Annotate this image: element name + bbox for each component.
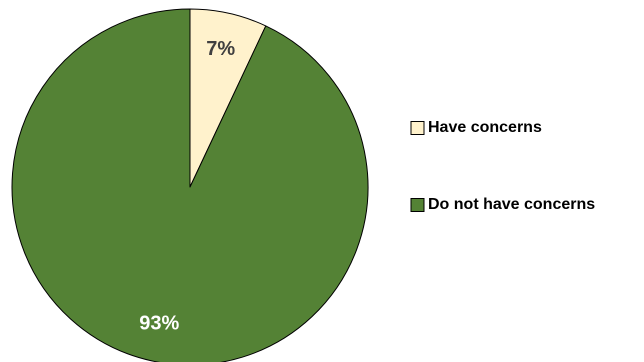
legend-label-do-not-have-concerns: Do not have concerns bbox=[428, 196, 595, 213]
pie-slices bbox=[11, 8, 369, 362]
pie-data-labels: 7% 93% bbox=[139, 38, 235, 334]
legend-label-have-concerns: Have concerns bbox=[428, 119, 542, 136]
data-label-do-not-have-concerns: 93% bbox=[139, 312, 179, 334]
legend-item-have-concerns: Have concerns bbox=[410, 119, 542, 136]
legend: Have concerns Do not have concerns bbox=[410, 119, 595, 213]
legend-swatch-have-concerns bbox=[410, 121, 425, 135]
legend-item-do-not-have-concerns: Do not have concerns bbox=[410, 196, 595, 213]
pie-slice-do-not-have-concerns bbox=[11, 8, 369, 362]
legend-swatch-do-not-have-concerns bbox=[410, 198, 425, 212]
data-label-have-concerns: 7% bbox=[206, 38, 235, 60]
